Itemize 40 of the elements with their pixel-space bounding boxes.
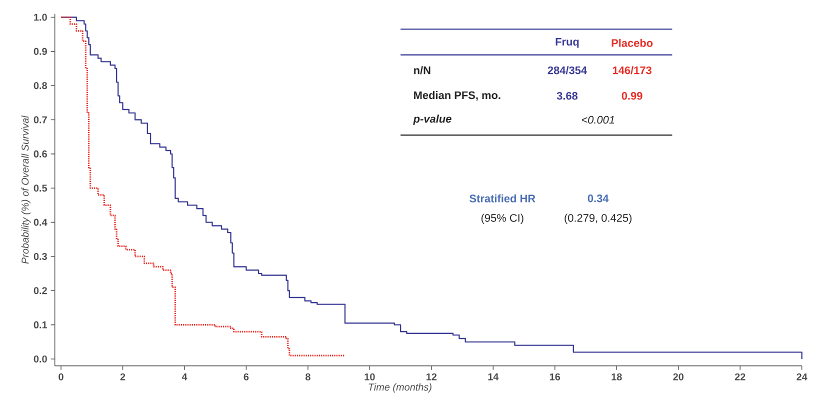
x-tick-label: 22 — [734, 373, 746, 380]
text: Placebo — [612, 38, 653, 47]
text: Fruq — [556, 38, 579, 48]
x-tick-label: 12 — [426, 373, 437, 380]
x-tick-label: 6 — [244, 373, 249, 380]
x-tick-label: 10 — [364, 373, 375, 380]
annotation: 3.68 — [556, 92, 578, 100]
annotation: <0.001 — [582, 116, 614, 124]
annotation: Median PFS, mo. — [414, 91, 500, 101]
y-tick-label: 0.4 — [34, 218, 48, 226]
x-tick-label: 4 — [182, 373, 188, 380]
x-tick-label: 8 — [305, 373, 310, 380]
y-tick-label: 0.0 — [34, 355, 47, 363]
annotation: 284/354 — [548, 66, 587, 74]
y-tick-label: 0.9 — [34, 48, 47, 55]
annotation: 0.99 — [622, 92, 642, 100]
y-tick-label: 0.5 — [34, 184, 48, 192]
x-tick-label: 18 — [612, 373, 622, 380]
x-tick-label: 0 — [58, 373, 64, 380]
annotation: 0.34 — [588, 194, 609, 202]
x-tick-label: 14 — [488, 373, 499, 380]
y-tick-label: 0.8 — [34, 82, 48, 90]
x-tick-label: 20 — [673, 373, 684, 380]
y-tick-label: 0.1 — [34, 321, 48, 328]
annotation: 146/173 — [612, 66, 652, 74]
annotation: Stratified HR — [470, 194, 536, 202]
y-tick-label: 0.7 — [34, 116, 47, 124]
x-axis-title: Time (months) — [368, 383, 432, 393]
y-tick-label: 1.0 — [34, 14, 47, 21]
annotation: n/N — [414, 66, 430, 74]
annotation: (0.279, 0.425) — [564, 214, 632, 224]
x-tick-label: 16 — [550, 373, 560, 380]
annotation: (95% CI) — [481, 214, 524, 224]
y-tick-label: 0.3 — [34, 252, 47, 260]
y-tick-label: 0.6 — [34, 150, 47, 158]
annotation: p-value — [413, 114, 452, 125]
x-tick-label: 24 — [796, 373, 808, 380]
x-tick-label: 2 — [120, 373, 126, 380]
y-axis-title: Probability (%) of Overall Survival — [21, 115, 31, 264]
y-tick-label: 0.2 — [34, 287, 47, 294]
